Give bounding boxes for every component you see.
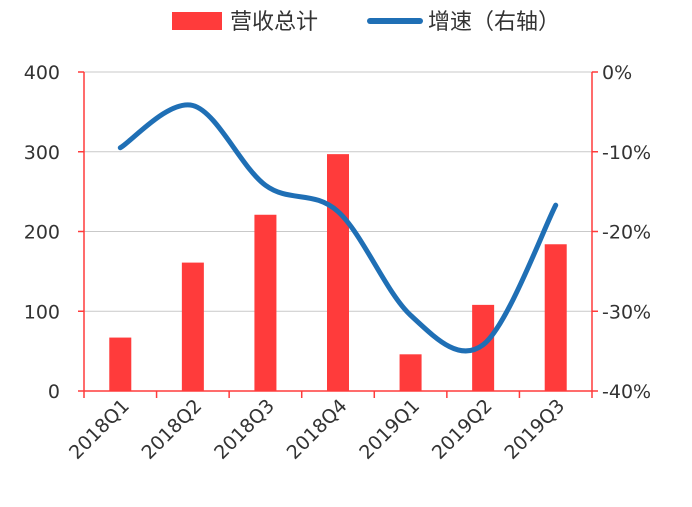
bar-2019Q3 — [544, 244, 567, 391]
bar-layer — [109, 154, 567, 391]
legend-bar-swatch — [172, 12, 222, 30]
x-tick-label: 2019Q2 — [428, 395, 497, 464]
x-tick-label: 2018Q4 — [283, 395, 352, 464]
left-tick-label: 100 — [24, 301, 60, 323]
x-tick-label: 2018Q3 — [210, 395, 279, 464]
bar-2018Q4 — [327, 154, 349, 391]
right-tick-label: -20% — [602, 222, 651, 244]
left-tick-label: 400 — [24, 62, 60, 84]
right-tick-label: -40% — [602, 381, 651, 403]
right-tick-label: -30% — [602, 301, 651, 323]
x-tick-label: 2018Q2 — [138, 395, 207, 464]
right-tick-label: 0% — [602, 62, 632, 84]
axis-layer — [78, 71, 598, 398]
bar-2019Q2 — [472, 304, 495, 391]
left-tick-label: 300 — [24, 142, 60, 164]
bar-2019Q1 — [399, 354, 422, 391]
left-tick-label: 200 — [24, 222, 60, 244]
bar-2018Q2 — [181, 262, 204, 391]
x-tick-label: 2019Q1 — [355, 395, 424, 464]
legend-bar-label: 营收总计 — [230, 10, 318, 35]
legend: 营收总计 增速（右轴） — [172, 10, 560, 35]
line-layer — [117, 102, 559, 354]
bar-2018Q3 — [254, 214, 277, 391]
legend-line-label: 增速（右轴） — [428, 10, 560, 35]
x-tick-label: 2018Q1 — [65, 395, 134, 464]
left-tick-label: 0 — [48, 381, 60, 403]
x-tick-label: 2019Q3 — [500, 395, 569, 464]
right-tick-label: -10% — [602, 142, 651, 164]
bar-2018Q1 — [109, 337, 132, 391]
